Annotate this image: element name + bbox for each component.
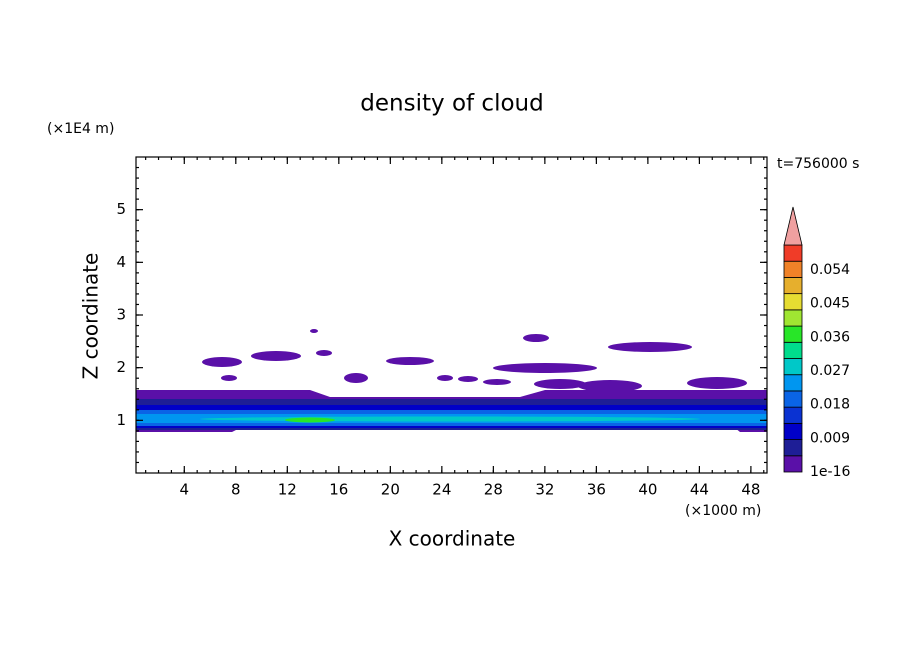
contour-region	[251, 351, 301, 361]
contour-region	[221, 375, 237, 381]
contour-region	[483, 379, 511, 385]
colorbar-label: 0.009	[810, 430, 850, 446]
colorbar-over	[783, 206, 803, 246]
x-axis-label: X coordinate	[389, 527, 516, 551]
colorbar-box	[783, 390, 803, 408]
x-tick-label: 16	[329, 481, 348, 499]
colorbar-label: 0.054	[810, 262, 850, 278]
y-axis-label: Z coordinate	[79, 253, 103, 380]
colorbar-box	[783, 439, 803, 457]
x-tick-label: 40	[638, 481, 657, 499]
colorbar-box	[783, 277, 803, 295]
y-unit: (×1E4 m)	[47, 121, 114, 137]
colorbar-box	[783, 260, 803, 278]
colorbar-label: 0.027	[810, 363, 850, 379]
x-tick-label: 12	[278, 481, 297, 499]
contour-region	[200, 416, 700, 422]
y-tick-label: 4	[116, 253, 126, 271]
y-tick-label: 1	[116, 411, 126, 429]
colorbar-box	[783, 358, 803, 376]
colorbar-box	[783, 244, 803, 262]
x-tick-label: 8	[231, 481, 241, 499]
colorbar-box	[783, 422, 803, 440]
x-tick-label: 32	[535, 481, 554, 499]
contour-region	[578, 380, 642, 392]
contour-region	[493, 363, 597, 373]
y-tick-label: 3	[116, 306, 126, 324]
colorbar-label: 1e-16	[810, 464, 850, 480]
colorbar-box	[783, 455, 803, 473]
colorbar-box	[783, 293, 803, 311]
contour-region	[523, 334, 549, 342]
chart-title: density of cloud	[360, 91, 543, 117]
x-tick-label: 4	[180, 481, 190, 499]
contour-region	[285, 417, 335, 423]
x-tick-label: 44	[690, 481, 709, 499]
x-tick-label: 48	[741, 481, 760, 499]
contour-region	[316, 350, 332, 356]
contour-region	[534, 379, 586, 389]
contour-region	[687, 377, 747, 389]
x-tick-label: 24	[432, 481, 451, 499]
colorbar-box	[783, 406, 803, 424]
colorbar-box	[783, 309, 803, 327]
contour-region	[437, 375, 453, 381]
time-label: t=756000 s	[777, 156, 859, 172]
y-tick-label: 2	[116, 358, 126, 376]
contour-region	[458, 376, 478, 382]
x-tick-label: 28	[484, 481, 503, 499]
colorbar-label: 0.036	[810, 329, 850, 345]
colorbar-box	[783, 341, 803, 359]
x-tick-label: 36	[587, 481, 606, 499]
x-unit: (×1000 m)	[685, 503, 761, 519]
contour-region	[344, 373, 368, 383]
contour-region	[310, 329, 318, 333]
contour-region	[608, 342, 692, 352]
contour-region	[202, 357, 242, 367]
y-tick-label: 5	[116, 200, 126, 218]
colorbar-box	[783, 374, 803, 392]
x-tick-label: 20	[381, 481, 400, 499]
colorbar-label: 0.045	[810, 296, 850, 312]
colorbar-label: 0.018	[810, 397, 850, 413]
colorbar-box	[783, 325, 803, 343]
contour-region	[386, 357, 434, 365]
